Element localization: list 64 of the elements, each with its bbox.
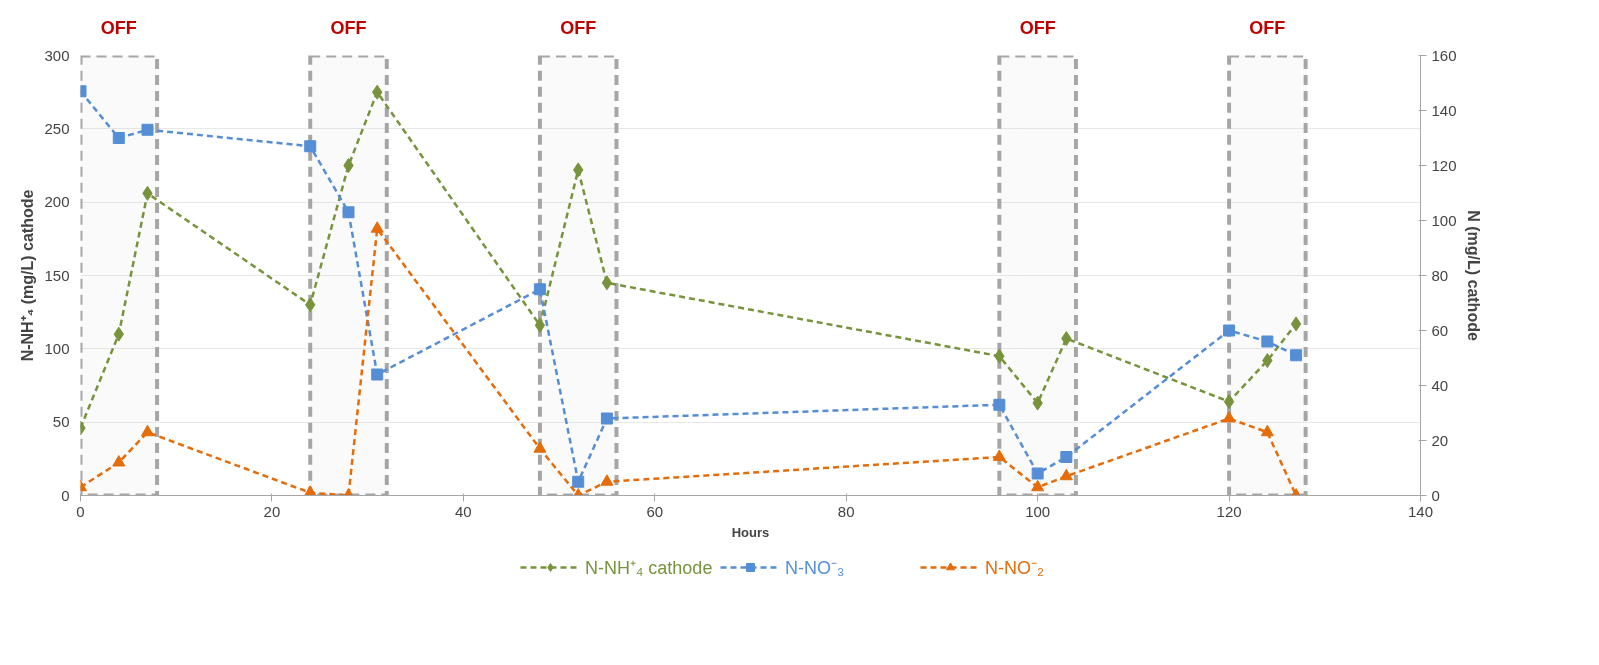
point [370,221,384,233]
point [993,398,1006,411]
y2-tick-label: 80 [1431,266,1449,284]
point [1260,424,1274,437]
point [600,412,613,425]
legend-label: N-NH⁺₄ cathode [585,557,713,579]
legend-label: N-NO⁻₂ [985,557,1044,579]
point [1059,468,1073,481]
point [533,283,546,296]
point [112,455,126,467]
x-tick-label: 0 [76,502,85,520]
y2-tick-label: 100 [1431,211,1457,229]
point [141,424,154,437]
y-axis-title: N-NH⁺₄ (mg/L) cathode [19,189,37,362]
y-tick-label: 50 [52,413,70,431]
y2-tick-label: 60 [1431,321,1449,339]
point [112,132,125,144]
point [992,449,1006,461]
x-tick-label: 140 [1407,502,1434,520]
y2-tick-label: 140 [1431,101,1457,119]
point [1261,335,1274,348]
point [342,206,355,219]
y2-tick-label: 0 [1431,486,1440,504]
point [572,475,585,488]
point [371,368,384,381]
point [1222,411,1236,423]
point [1223,324,1236,337]
band-label: OFF [1249,17,1286,38]
point [601,275,613,291]
y2-tick-label: 160 [1431,46,1457,64]
point [534,317,546,333]
y-tick-label: 150 [44,266,70,284]
y2-tick-label: 120 [1431,156,1457,174]
point [1290,316,1302,332]
y-tick-label: 250 [44,119,70,137]
point [141,123,154,136]
point [1031,467,1044,480]
y2-axis-title: N (mg/L) cathode [1464,210,1482,341]
point [533,441,547,453]
x-axis-title: Hours [731,524,770,540]
x-tick-label: 20 [263,502,281,520]
legend-label: N-NO⁻₃ [785,557,845,579]
y-tick-label: 300 [44,46,70,64]
point [1290,349,1303,362]
y2-tick-label: 20 [1431,431,1449,449]
band-label: OFF [560,17,597,38]
point [1031,479,1045,492]
point [304,140,317,153]
point [1223,394,1235,410]
band-label: OFF [1019,17,1056,38]
point [343,158,354,173]
point [1060,451,1073,463]
x-tick-label: 40 [455,502,472,520]
point [600,474,614,486]
x-tick-label: 100 [1025,502,1051,520]
y-tick-label: 100 [44,339,70,357]
y-tick-label: 200 [44,193,70,211]
x-tick-label: 80 [837,502,855,520]
y2-tick-label: 40 [1431,376,1449,394]
y-tick-label: 0 [61,486,70,504]
x-tick-label: 120 [1216,502,1242,520]
x-tick-label: 60 [646,502,664,520]
band-label: OFF [100,17,137,38]
band-label: OFF [330,17,367,38]
